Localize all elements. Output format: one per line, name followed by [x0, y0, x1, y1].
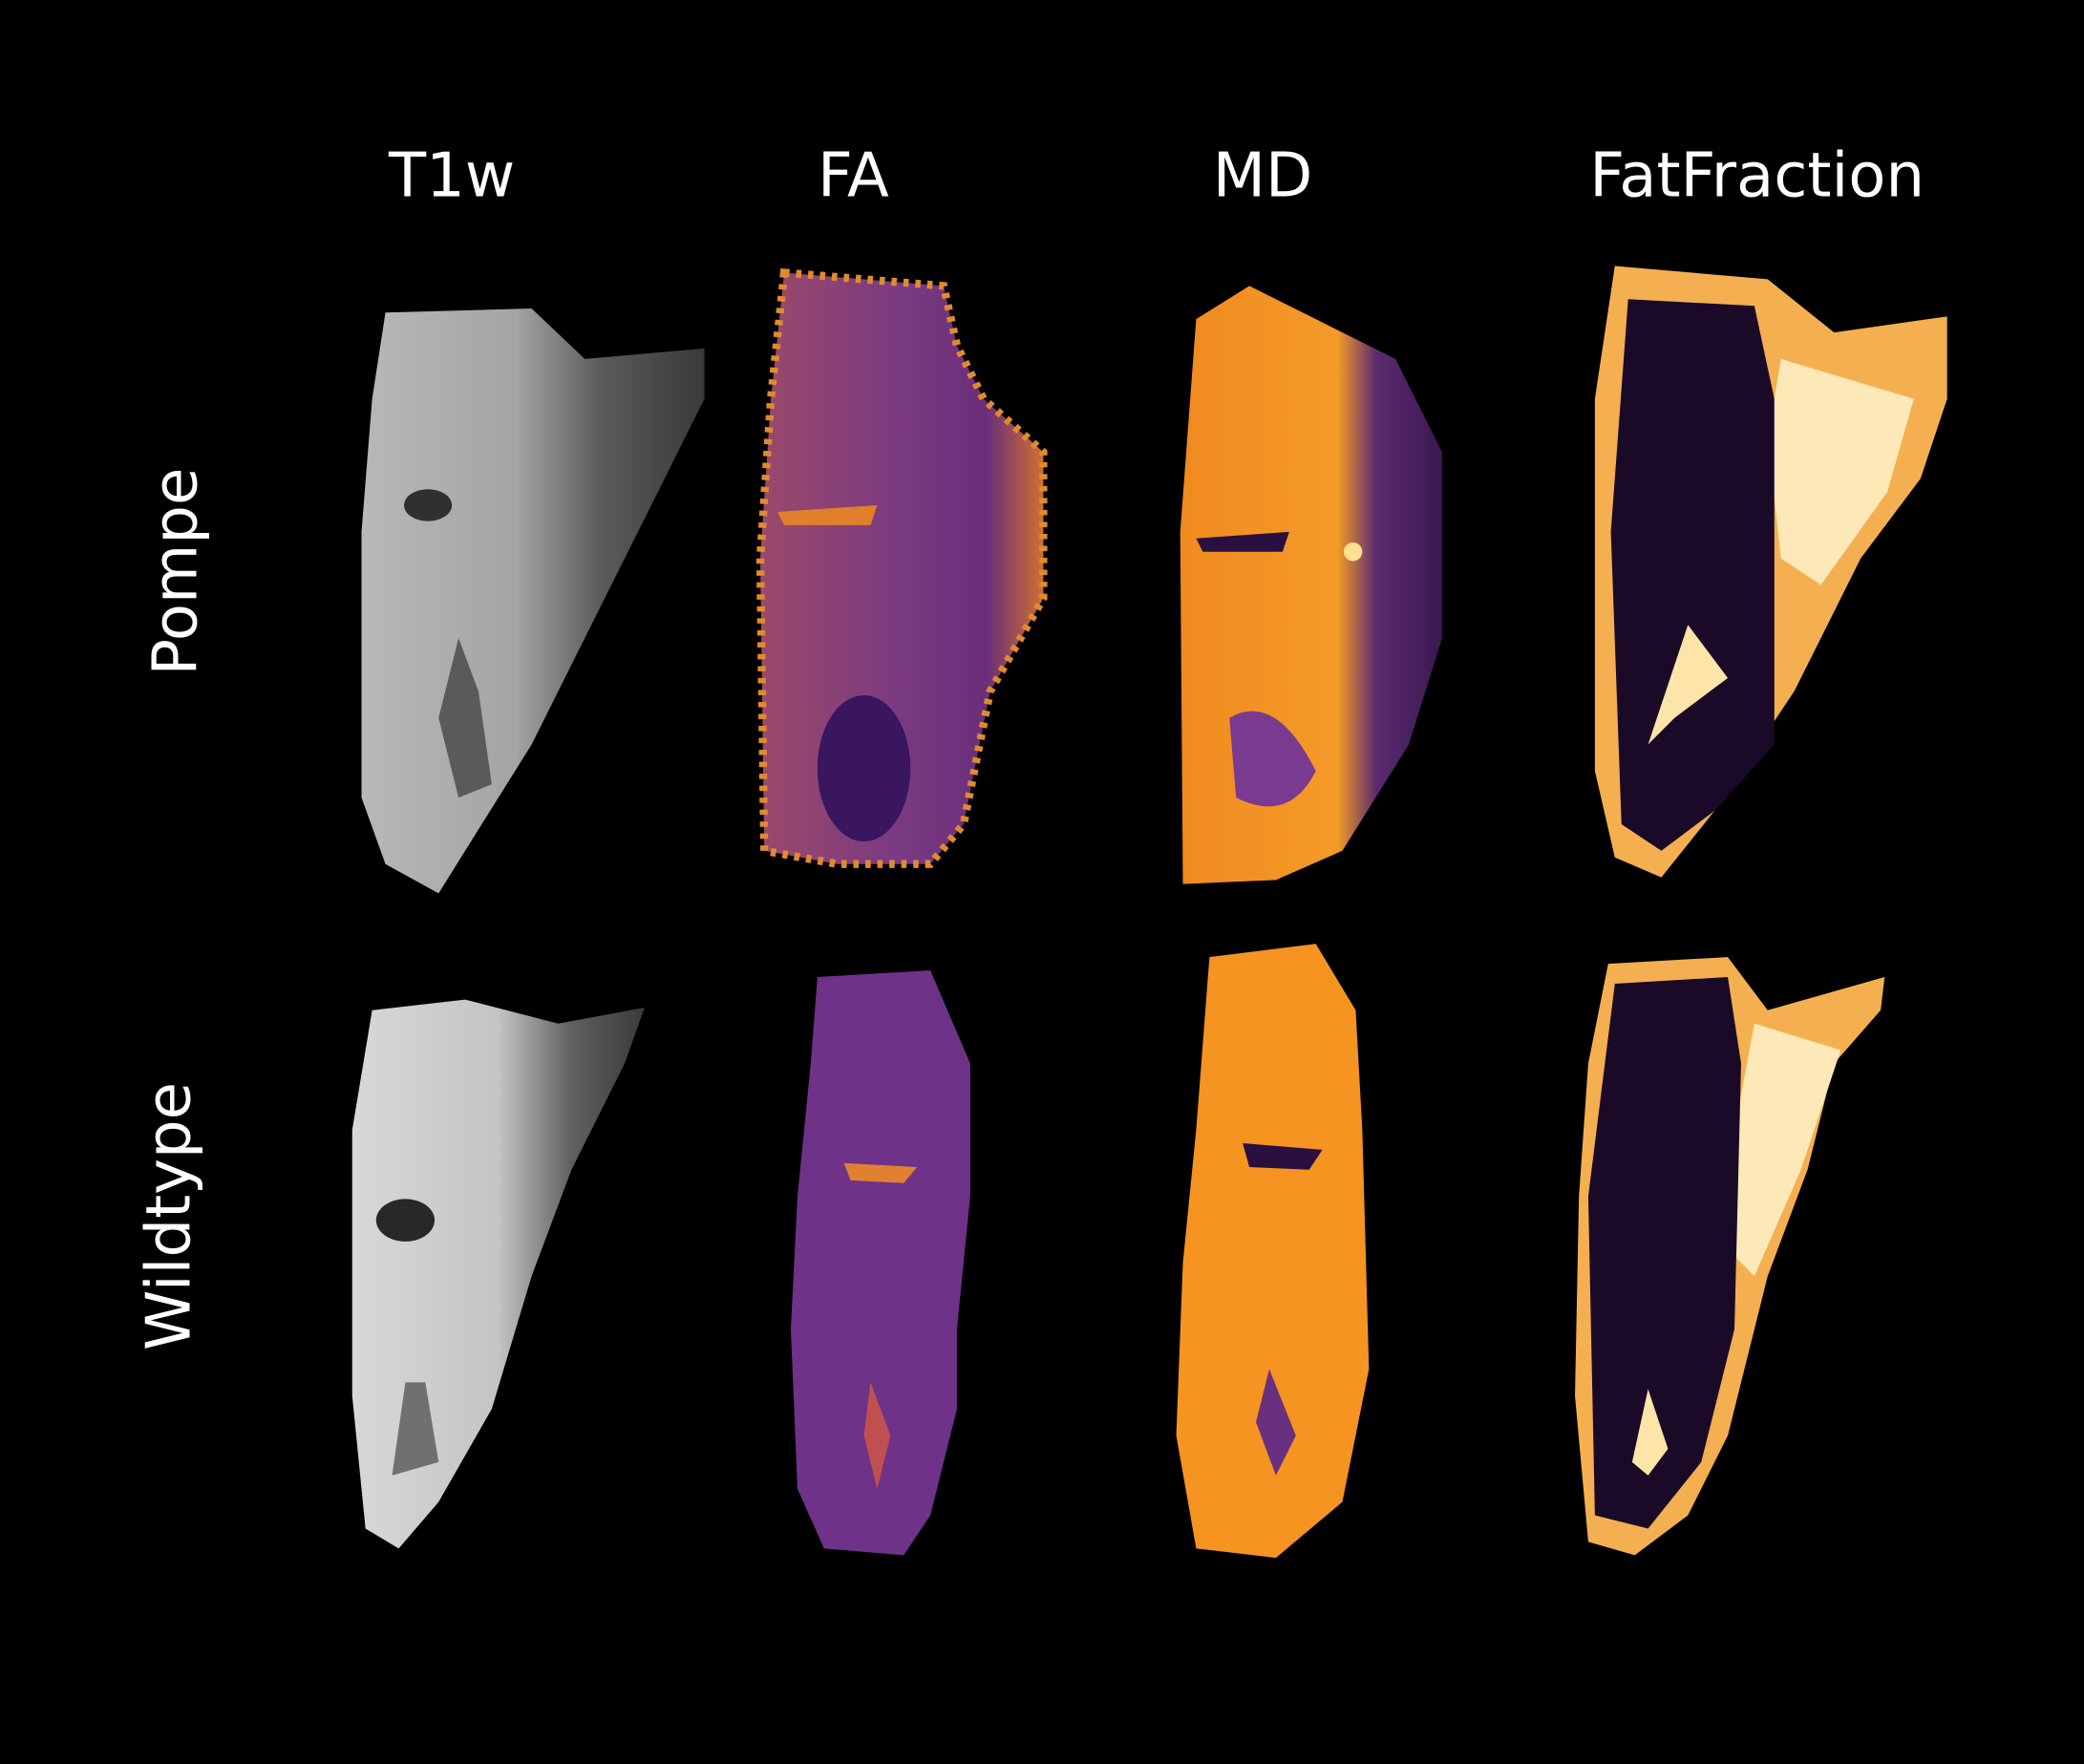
column-header: FatFraction: [1589, 141, 1925, 212]
row-labels: Pompe Wildtype: [134, 468, 211, 1350]
column-header: MD: [1213, 141, 1313, 212]
fat-fraction-map: [1575, 957, 1885, 1556]
md-map: [1176, 944, 1370, 1559]
mri-image: [361, 308, 705, 894]
md-map: [1180, 286, 1442, 884]
column-headers: T1w FA MD FatFraction: [388, 141, 1925, 212]
row-label: Pompe: [140, 468, 211, 676]
fa-map: [755, 267, 1048, 868]
fat-fraction-map: [1594, 266, 1947, 878]
mri-image: [351, 999, 645, 1549]
column-header: FA: [818, 141, 889, 212]
column-header: T1w: [388, 141, 515, 212]
fa-map: [790, 970, 970, 1556]
row-label: Wildtype: [134, 1082, 204, 1350]
